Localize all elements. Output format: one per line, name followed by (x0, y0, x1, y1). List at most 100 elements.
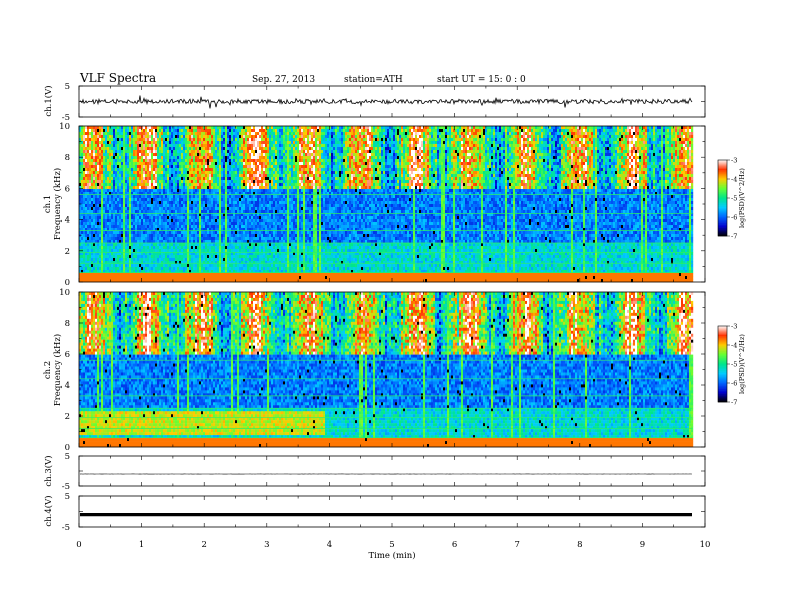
psd-cell (117, 159, 119, 162)
psd-cell (99, 231, 101, 234)
psd-cell (95, 264, 97, 267)
psd-cell (123, 183, 125, 186)
psd-cell (93, 186, 95, 189)
psd-cell (119, 150, 121, 153)
psd-cell (87, 261, 89, 264)
psd-cell (91, 186, 93, 189)
psd-cell (133, 156, 135, 159)
psd-cell (121, 267, 123, 270)
psd-cell (81, 273, 83, 276)
psd-cell (105, 135, 107, 138)
psd-cell (93, 255, 95, 258)
psd-cell (109, 168, 111, 171)
psd-cell (103, 267, 105, 270)
psd-cell (121, 201, 123, 204)
psd-cell (131, 198, 133, 201)
psd-cell (109, 132, 111, 135)
psd-cell (117, 174, 119, 177)
psd-cell (107, 159, 109, 162)
psd-cell (85, 183, 87, 186)
psd-cell (105, 177, 107, 180)
psd-cell (107, 243, 109, 246)
psd-cell (99, 234, 101, 237)
psd-cell (87, 222, 89, 225)
psd-cell (103, 171, 105, 174)
psd-cell (93, 174, 95, 177)
psd-cell (95, 210, 97, 213)
psd-cell (107, 249, 109, 252)
psd-cell (113, 201, 115, 204)
psd-cell (97, 135, 99, 138)
psd-cell (109, 165, 111, 168)
psd-cell (99, 237, 101, 240)
psd-cell (115, 156, 117, 159)
psd-cell (125, 180, 127, 183)
psd-cell (131, 264, 133, 267)
psd-cell (93, 273, 95, 276)
psd-cell (131, 189, 133, 192)
psd-cell (81, 174, 83, 177)
psd-cell (87, 138, 89, 141)
ch1-spectrogram-panel (79, 126, 705, 282)
psd-cell (129, 162, 131, 165)
psd-cell (107, 144, 109, 147)
psd-cell (89, 222, 91, 225)
psd-cell (113, 261, 115, 264)
psd-cell (131, 174, 133, 177)
psd-cell (111, 261, 113, 264)
psd-cell (117, 129, 119, 132)
psd-cell (125, 138, 127, 141)
psd-cell (109, 144, 111, 147)
psd-cell (121, 147, 123, 150)
psd-cell (129, 147, 131, 150)
psd-cell (91, 219, 93, 222)
psd-cell (121, 183, 123, 186)
psd-cell (123, 135, 125, 138)
psd-cell (117, 258, 119, 261)
psd-cell (127, 174, 129, 177)
psd-cell (125, 231, 127, 234)
psd-cell (109, 150, 111, 153)
psd-cell (91, 198, 93, 201)
psd-cell (81, 159, 83, 162)
psd-cell (85, 138, 87, 141)
psd-cell (131, 237, 133, 240)
psd-cell (101, 126, 103, 129)
psd-cell (85, 156, 87, 159)
psd-cell (109, 201, 111, 204)
psd-cell (129, 258, 131, 261)
psd-cell (89, 198, 91, 201)
psd-cell (81, 189, 83, 192)
psd-cell (105, 210, 107, 213)
psd-cell (93, 183, 95, 186)
psd-cell (115, 246, 117, 249)
psd-cell (133, 135, 135, 138)
psd-cell (87, 234, 89, 237)
psd-cell (107, 201, 109, 204)
psd-cell (101, 156, 103, 159)
psd-cell (97, 132, 99, 135)
psd-cell (105, 168, 107, 171)
psd-cell (93, 171, 95, 174)
psd-cell (103, 264, 105, 267)
psd-cell (91, 201, 93, 204)
psd-cell (125, 195, 127, 198)
psd-cell (123, 168, 125, 171)
psd-cell (87, 159, 89, 162)
psd-cell (91, 162, 93, 165)
psd-cell (97, 195, 99, 198)
psd-cell (123, 153, 125, 156)
psd-cell (113, 144, 115, 147)
psd-cell (127, 195, 129, 198)
psd-cell (117, 231, 119, 234)
psd-cell (105, 258, 107, 261)
psd-cell (123, 147, 125, 150)
psd-cell (113, 204, 115, 207)
psd-cell (115, 165, 117, 168)
psd-cell (111, 159, 113, 162)
psd-cell (129, 255, 131, 258)
psd-cell (105, 195, 107, 198)
psd-cell (95, 186, 97, 189)
psd-cell (103, 258, 105, 261)
psd-cell (113, 189, 115, 192)
